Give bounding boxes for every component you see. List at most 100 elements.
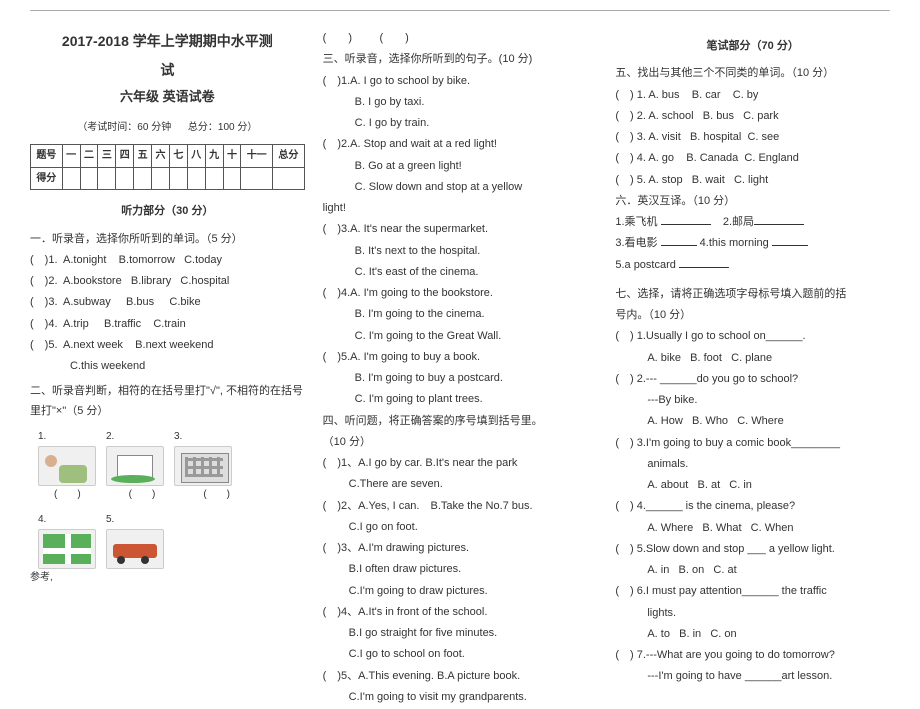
q4-3: ( )3、A.I'm drawing pictures.	[323, 539, 598, 558]
q4-5: ( )5、A.This evening. B.A picture book.	[323, 667, 598, 686]
q7-4: ( ) 4.______ is the cinema, please?	[615, 497, 890, 516]
q7-7: ( ) 7.---What are you going to do tomorr…	[615, 646, 890, 665]
paren-row-1: ( )( )( )	[30, 486, 305, 504]
q7-5o: A. in B. on C. at	[615, 561, 890, 580]
score-label-2: 得分	[31, 167, 63, 190]
col-12: 总分	[273, 145, 305, 168]
image-placeholder	[106, 529, 164, 569]
image-row-2: 4. 5.	[38, 510, 305, 569]
column-3: 笔试部分（70 分） 五、找出与其他三个不同类的单词。（10 分） ( ) 1.…	[615, 29, 890, 709]
q3-2c-tail: light!	[323, 199, 598, 218]
q4-5c: C.I'm going to visit my grandparents.	[323, 688, 598, 707]
col-6: 六	[152, 145, 170, 168]
q1-stem: 一．听录音，选择你所听到的单词。（5 分）	[30, 230, 305, 249]
q3-1a: ( )1.A. I go to school by bike.	[323, 72, 598, 91]
q3-5a: ( )5.A. I'm going to buy a book.	[323, 348, 598, 367]
q7-3o: A. about B. at C. in	[615, 476, 890, 495]
q3-2a: ( )2.A. Stop and wait at a red light!	[323, 135, 598, 154]
img-n3: 3.	[174, 431, 182, 442]
image-row-1: 1. 2. 3.	[38, 427, 305, 486]
col-1: 一	[62, 145, 80, 168]
q4-1: ( )1、A.I go by car. B.It's near the park	[323, 454, 598, 473]
page-columns: 2017-2018 学年上学期期中水平测 试 六年级 英语试卷 （考试时间：60…	[30, 29, 890, 709]
q7-6: ( ) 6.I must pay attention______ the tra…	[615, 582, 890, 601]
exam-total: 总分：100 分）	[188, 122, 257, 133]
col-3: 三	[98, 145, 116, 168]
q7-stem2: 号内。（10 分）	[615, 306, 890, 325]
column-1: 2017-2018 学年上学期期中水平测 试 六年级 英语试卷 （考试时间：60…	[30, 29, 305, 709]
q7-1: ( ) 1.Usually I go to school on______.	[615, 327, 890, 346]
score-label-1: 题号	[31, 145, 63, 168]
exam-time: （考试时间：60 分钟	[77, 122, 171, 133]
q3-stem: 三、听录音，选择你所听到的句子。(10 分)	[323, 50, 598, 69]
q5-stem: 五、找出与其他三个不同类的单词。（10 分）	[615, 64, 890, 83]
q7-4o: A. Where B. What C. When	[615, 519, 890, 538]
q3-2c: C. Slow down and stop at a yellow	[323, 178, 598, 197]
q7-2: ( ) 2.--- ______do you go to school?	[615, 370, 890, 389]
q4-4: ( )4、A.It's in front of the school.	[323, 603, 598, 622]
q7-3: ( ) 3.I'm going to buy a comic book_____…	[615, 434, 890, 453]
score-table: 题号 一 二 三 四 五 六 七 八 九 十 十一 总分 得分	[30, 144, 305, 190]
q4-4b: B.I go straight for five minutes.	[323, 624, 598, 643]
score-row-values: 得分	[31, 167, 305, 190]
column-2: ( ) ( ) 三、听录音，选择你所听到的句子。(10 分) ( )1.A. I…	[323, 29, 598, 709]
q3-2b: B. Go at a green light!	[323, 157, 598, 176]
ref-note: 参考,	[30, 569, 305, 587]
col-4: 四	[116, 145, 134, 168]
title-line1: 2017-2018 学年上学期期中水平测	[30, 29, 305, 54]
q7-1o: A. bike B. foot C. plane	[615, 349, 890, 368]
q3-3c: C. It's east of the cinema.	[323, 263, 598, 282]
q1-4: ( )4. A.trip B.traffic C.train	[30, 315, 305, 334]
img-n4: 4.	[38, 514, 46, 525]
q5-2: ( ) 2. A. school B. bus C. park	[615, 107, 890, 126]
img-n2: 2.	[106, 431, 114, 442]
q3-1c: C. I go by train.	[323, 114, 598, 133]
q7-2t2: ---By bike.	[615, 391, 890, 410]
q4-2: ( )2、A.Yes, I can. B.Take the No.7 bus.	[323, 497, 598, 516]
q3-1b: B. I go by taxi.	[323, 93, 598, 112]
q6-r3: 5.a postcard	[615, 256, 890, 275]
q7-6t2: lights.	[615, 604, 890, 623]
q7-7t2: ---I'm going to have ______art lesson.	[615, 667, 890, 686]
q4-points: （10 分）	[323, 433, 598, 452]
col-9: 九	[205, 145, 223, 168]
image-placeholder	[106, 446, 164, 486]
q7-2o: A. How B. Who C. Where	[615, 412, 890, 431]
q2-stem: 二、听录音判断，相符的在括号里打"√", 不相符的在括号里打"×"（5 分）	[30, 382, 305, 421]
col-10: 十	[223, 145, 241, 168]
col-11: 十一	[241, 145, 273, 168]
q4-3c: C.I'm going to draw pictures.	[323, 582, 598, 601]
q3-5c: C. I'm going to plant trees.	[323, 390, 598, 409]
image-placeholder	[38, 446, 96, 486]
q7-6o: A. to B. in C. on	[615, 625, 890, 644]
q4-4c: C.I go to school on foot.	[323, 645, 598, 664]
q6-stem: 六．英汉互译。（10 分）	[615, 192, 890, 211]
q4-3b: B.I often draw pictures.	[323, 560, 598, 579]
q5-3: ( ) 3. A. visit B. hospital C. see	[615, 128, 890, 147]
listening-title: 听力部分（30 分）	[30, 202, 305, 221]
q1-2: ( )2. A.bookstore B.library C.hospital	[30, 272, 305, 291]
q3-4a: ( )4.A. I'm going to the bookstore.	[323, 284, 598, 303]
q3-5b: B. I'm going to buy a postcard.	[323, 369, 598, 388]
q7-stem1: 七、选择，请将正确选项字母标号填入题前的括	[615, 285, 890, 304]
q7-3t2: animals.	[615, 455, 890, 474]
q3-4c: C. I'm going to the Great Wall.	[323, 327, 598, 346]
q1-5c: C.this weekend	[30, 357, 305, 376]
q7-5: ( ) 5.Slow down and stop ___ a yellow li…	[615, 540, 890, 559]
subtitle: 六年级 英语试卷	[30, 86, 305, 109]
q5-5: ( ) 5. A. stop B. wait C. light	[615, 171, 890, 190]
q1-1: ( )1. A.tonight B.tomorrow C.today	[30, 251, 305, 270]
q1-3: ( )3. A.subway B.bus C.bike	[30, 293, 305, 312]
q5-4: ( ) 4. A. go B. Canada C. England	[615, 149, 890, 168]
q6-r1: 1.乘飞机 2.邮局	[615, 213, 890, 232]
title-line2: 试	[30, 58, 305, 83]
col-7: 七	[169, 145, 187, 168]
col-2: 二	[80, 145, 98, 168]
q4-1c: C.There are seven.	[323, 475, 598, 494]
top-parens: ( ) ( )	[323, 29, 598, 48]
q5-1: ( ) 1. A. bus B. car C. by	[615, 86, 890, 105]
score-row-header: 题号 一 二 三 四 五 六 七 八 九 十 十一 总分	[31, 145, 305, 168]
image-placeholder	[174, 446, 232, 486]
q3-3b: B. It's next to the hospital.	[323, 242, 598, 261]
exam-info: （考试时间：60 分钟 总分：100 分）	[30, 119, 305, 137]
